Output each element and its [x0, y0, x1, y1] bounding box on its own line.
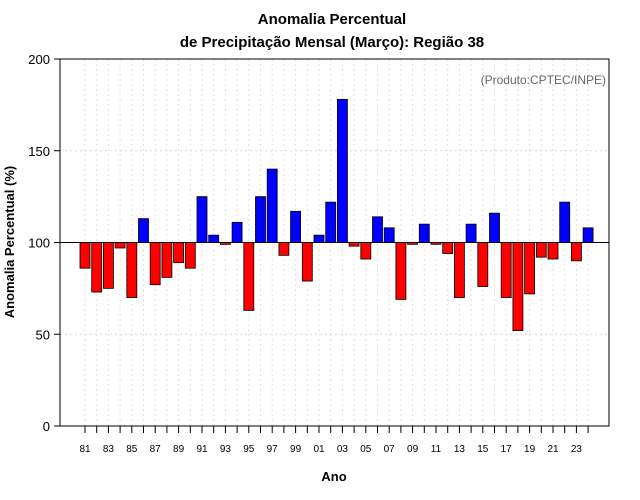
x-tick-label: 09: [407, 444, 419, 455]
chart-title-line1: Anomalia Percentual: [258, 11, 406, 28]
x-tick-label: 91: [196, 444, 208, 455]
bar-1981: [79, 242, 91, 269]
bar-2008: [395, 242, 407, 300]
x-tick-label: 05: [360, 444, 372, 455]
bar-2020: [535, 242, 547, 258]
bar-1989: [173, 242, 185, 264]
x-tick-label: 11: [431, 444, 442, 455]
bar-2015: [477, 242, 489, 287]
x-tick-label: 99: [290, 444, 302, 455]
x-tick-label: 15: [477, 444, 489, 455]
bars: [79, 98, 594, 331]
x-tick-label: 95: [243, 444, 255, 455]
x-tick-label: 07: [384, 444, 396, 455]
bar-1991: [196, 196, 208, 243]
bar-2019: [524, 242, 535, 295]
x-tick-label: 01: [313, 444, 325, 455]
x-tick-label: 17: [501, 444, 513, 455]
x-axis: 81 83 85 87 89 91 93 95 97 99 01 03 05 07 09 11 13 15 17 19…: [79, 426, 589, 455]
bar-2003: [336, 98, 348, 243]
grid-lines: [60, 58, 609, 427]
y-tick-label: 100: [28, 236, 50, 251]
bar-2004: [348, 242, 360, 247]
x-tick-label: 81: [79, 444, 91, 455]
bar-2013: [453, 242, 465, 298]
credit-text: (Produto:CPTEC/INPE): [481, 73, 606, 87]
x-tick-label: 83: [103, 444, 115, 455]
bar-2002: [325, 201, 337, 243]
bar-1992: [208, 234, 220, 243]
bar-1999: [290, 210, 302, 243]
x-tick-label: 23: [571, 444, 583, 455]
y-tick-label: 0: [43, 419, 50, 434]
chart-title-line2: de Precipitação Mensal (Março): Região 3…: [180, 34, 484, 51]
x-tick-label: 13: [454, 444, 466, 455]
y-tick-label: 200: [28, 52, 50, 67]
y-tick-label: 150: [28, 144, 50, 159]
bar-2022: [559, 201, 571, 243]
bar-2024: [582, 227, 594, 243]
bar-1983: [103, 242, 114, 289]
bar-1982: [91, 242, 103, 293]
x-tick-label: 89: [173, 444, 185, 455]
bar-2010: [418, 223, 430, 243]
bar-2023: [571, 242, 582, 262]
y-axis: 0 50 100 150 200: [28, 52, 60, 434]
bar-2016: [489, 212, 500, 243]
x-tick-label: 19: [524, 444, 536, 455]
bar-2005: [360, 242, 372, 260]
x-tick-label: 93: [220, 444, 232, 455]
bar-1986: [138, 218, 149, 243]
bar-2000: [301, 242, 313, 282]
bar-1984: [114, 242, 126, 249]
x-axis-label: Ano: [321, 469, 346, 484]
bar-2014: [465, 223, 477, 243]
y-axis-label: Anomalia Percentual (%): [2, 166, 17, 318]
bar-2012: [442, 242, 454, 254]
x-tick-label: 03: [337, 444, 349, 455]
x-tick-label: 87: [150, 444, 162, 455]
bar-1985: [126, 242, 138, 298]
bar-1995: [243, 242, 255, 311]
bar-1996: [255, 196, 266, 243]
bar-2001: [313, 234, 325, 243]
bar-2017: [500, 242, 512, 298]
bar-1998: [278, 242, 290, 256]
x-tick-label: 85: [126, 444, 138, 455]
bar-2006: [372, 216, 383, 243]
bar-2018: [512, 242, 524, 331]
x-tick-label: 97: [267, 444, 279, 455]
bar-2007: [383, 227, 395, 243]
bar-1997: [266, 168, 278, 243]
bar-2021: [547, 242, 559, 260]
x-tick-label: 21: [547, 444, 559, 455]
bar-1988: [161, 242, 173, 278]
y-tick-label: 50: [36, 327, 50, 342]
bar-1994: [231, 221, 243, 243]
bar-1990: [184, 242, 196, 269]
bar-1987: [149, 242, 161, 286]
